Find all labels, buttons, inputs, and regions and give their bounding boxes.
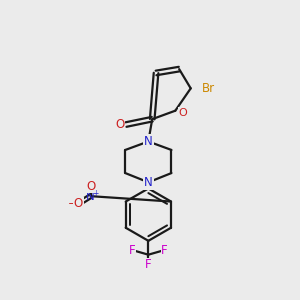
Text: O: O (115, 118, 124, 131)
Text: F: F (145, 258, 152, 271)
Text: O: O (178, 108, 187, 118)
Text: F: F (161, 244, 168, 256)
Text: Br: Br (202, 82, 214, 95)
Text: N: N (144, 135, 153, 148)
Text: +: + (92, 189, 98, 198)
Text: N: N (144, 176, 153, 189)
Text: O: O (74, 197, 83, 210)
Text: F: F (129, 244, 136, 256)
Text: O: O (86, 180, 95, 193)
Text: N: N (86, 190, 95, 203)
Text: −: − (68, 199, 77, 209)
